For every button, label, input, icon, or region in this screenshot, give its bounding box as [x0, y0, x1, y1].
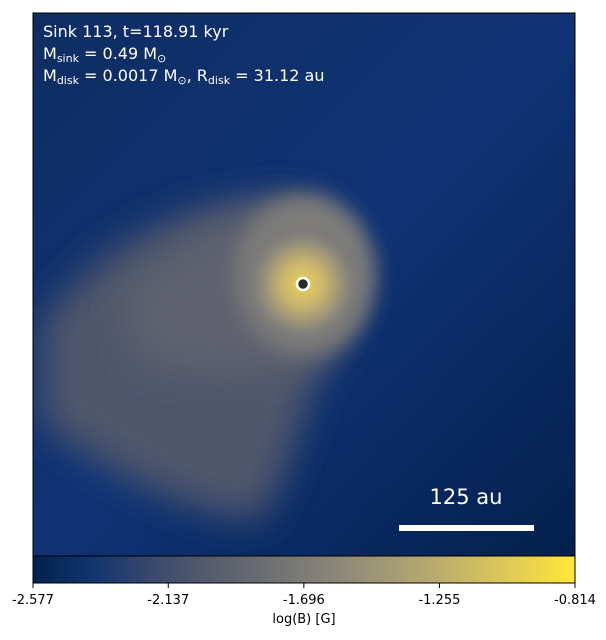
tick-label: -1.255: [418, 593, 460, 608]
annotation-part: ⊙: [157, 52, 166, 65]
annotation-part: = 31.12 au: [230, 66, 324, 85]
annotation-part: sink: [57, 52, 80, 65]
colorbar: [32, 555, 576, 584]
annotation-part: M: [43, 44, 57, 63]
annotation-part: Sink 113, t=118.91 kyr: [43, 22, 229, 41]
image: [33, 13, 575, 556]
tick-label: -1.696: [283, 593, 325, 608]
annotation: Sink 113, t=118.91 kyr: [43, 22, 229, 41]
colorbar-label: log(B) [G]: [272, 612, 335, 627]
annotation: Mdisk = 0.0017 M⊙, Rdisk = 31.12 au: [43, 66, 324, 87]
tick-label: -0.814: [554, 593, 596, 608]
annotation-part: = 0.49 M: [79, 44, 157, 63]
annotation-part: disk: [57, 74, 80, 87]
scale-bar-label: 125 au: [430, 485, 503, 509]
annotation: Msink = 0.49 M⊙: [43, 44, 166, 65]
sink-marker: [295, 276, 311, 292]
annotation-part: disk: [208, 74, 231, 87]
annotation-part: = 0.0017 M: [79, 66, 177, 85]
scale-bar: [399, 525, 534, 531]
tick-label: -2.137: [147, 593, 189, 608]
tick-label: -2.577: [12, 593, 54, 608]
annotation-part: ⊙: [177, 74, 186, 87]
annotation-part: , R: [187, 66, 208, 85]
annotation-part: M: [43, 66, 57, 85]
